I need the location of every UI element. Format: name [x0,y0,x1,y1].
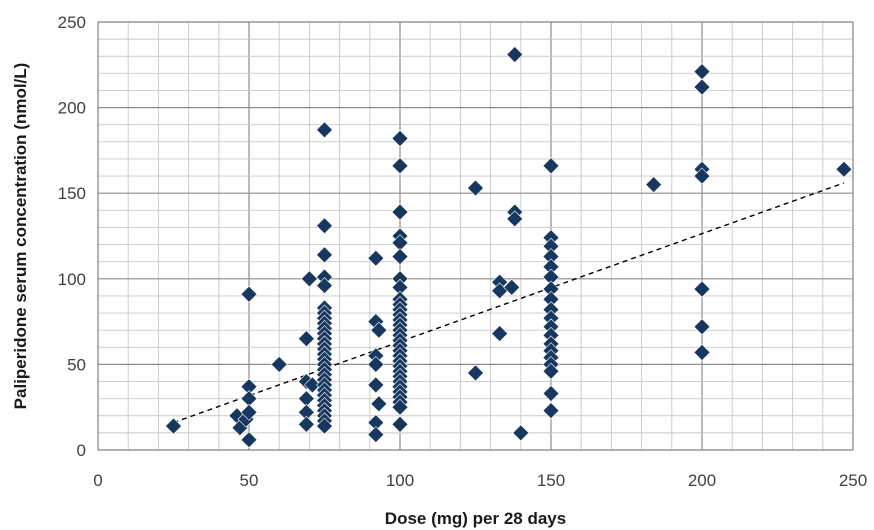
data-point [542,385,560,402]
data-point [240,403,258,421]
x-tick-label: 200 [688,471,716,490]
plot-frame [97,21,854,451]
y-tick-labels: 0 50 100 150 200 250 [58,13,86,460]
data-point [370,395,388,413]
data-point [542,157,560,175]
data-point [491,325,509,343]
y-tick-label: 250 [58,13,86,32]
x-tick-label: 50 [240,471,259,490]
data-point [835,160,853,178]
y-tick-label: 100 [58,270,86,289]
data-point [270,355,288,373]
data-point [367,249,385,267]
data-point [391,415,409,433]
data-point [391,129,409,147]
trendline [173,182,845,424]
data-point [303,376,321,394]
y-axis-title: Paliperidone serum concentration (nmol/L… [11,63,30,410]
data-point [491,282,509,300]
data-point [165,417,182,435]
grid [97,21,854,451]
data-point [391,398,409,416]
x-axis-title: Dose (mg) per 28 days [385,509,566,528]
y-tick-label: 0 [77,441,86,460]
data-point [542,362,560,380]
data-point [467,179,484,197]
y-tick-label: 200 [58,99,86,118]
data-point [506,46,524,63]
data-point [503,278,521,296]
data-point [506,210,524,228]
data-point [693,318,711,336]
data-point [316,277,333,295]
data-point [512,424,530,442]
data-point [370,321,388,339]
data-point [300,270,318,288]
data-point [693,78,711,96]
x-tick-labels: 0 50 100 150 200 250 [93,471,867,490]
data-point [297,330,315,348]
x-tick-label: 150 [537,471,565,490]
data-point [367,376,385,394]
data-point [467,364,484,382]
data-point [542,402,560,420]
data-point [316,121,333,139]
data-point [693,167,711,185]
x-tick-label: 0 [93,471,102,490]
data-points [165,46,853,449]
data-point [367,426,385,444]
data-point [391,157,409,175]
y-tick-label: 150 [58,184,86,203]
data-point [367,355,385,373]
data-point [391,203,409,221]
data-point [240,431,258,449]
x-tick-label: 250 [839,471,867,490]
data-point [297,415,315,433]
data-point [316,246,333,264]
data-point [316,417,333,435]
data-point [645,176,663,194]
data-point [693,343,711,361]
data-point [316,217,333,235]
y-tick-label: 50 [67,355,86,374]
data-point [693,63,711,81]
x-tick-label: 100 [386,471,414,490]
data-point [391,248,409,265]
data-point [240,285,258,303]
data-point [693,280,711,298]
